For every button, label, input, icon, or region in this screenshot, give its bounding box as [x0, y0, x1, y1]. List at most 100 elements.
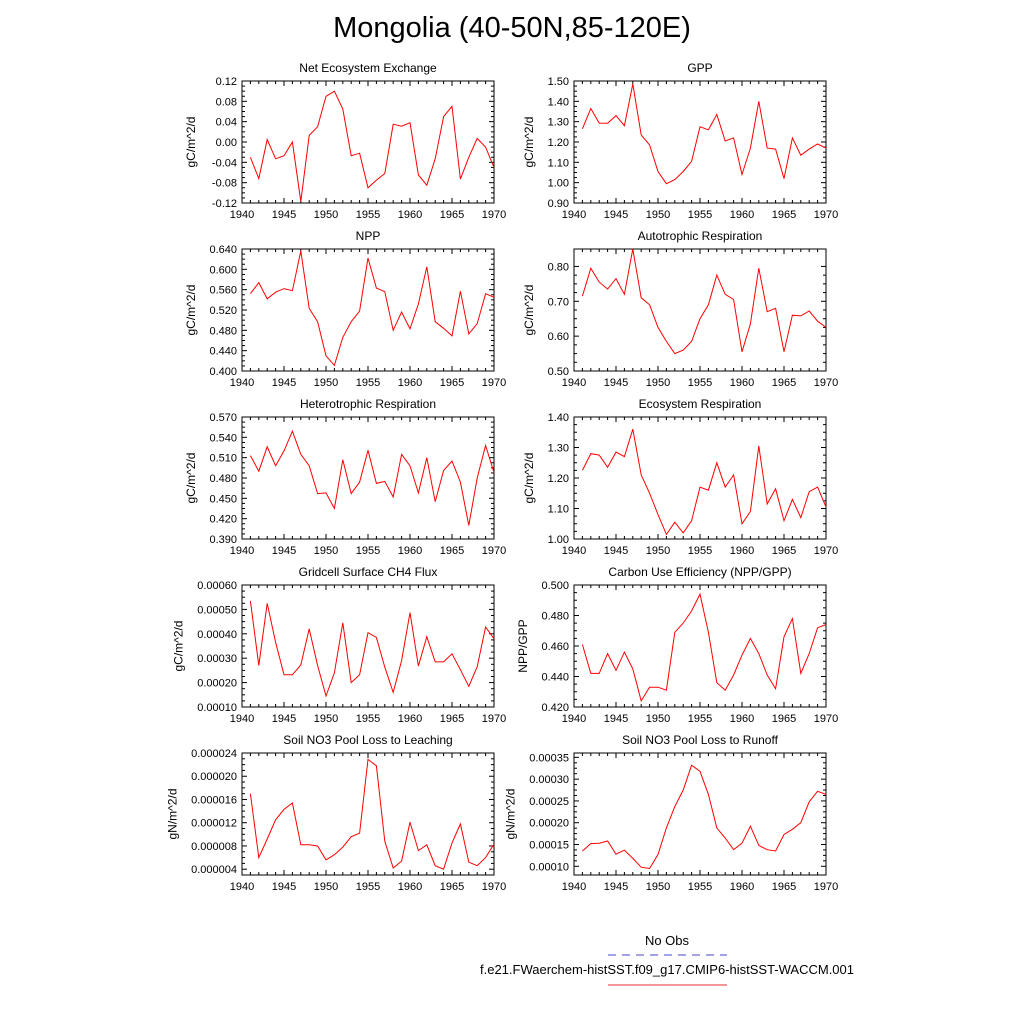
y-tick-label: 0.540	[209, 432, 237, 444]
x-tick-label: 1955	[356, 713, 380, 725]
x-tick-label: 1965	[772, 209, 796, 221]
page-title: Mongolia (40-50N,85-120E)	[333, 12, 691, 44]
series-line	[249, 90, 495, 202]
x-tick-label: 1940	[230, 545, 254, 557]
panel-title: Net Ecosystem Exchange	[299, 61, 437, 75]
series-line	[581, 429, 827, 536]
y-axis-label: gC/m^2/d	[522, 285, 536, 336]
series-line	[249, 758, 495, 870]
y-tick-label: 0.00015	[529, 840, 569, 852]
y-tick-label: 1.30	[548, 117, 569, 129]
y-tick-label: 1.20	[548, 137, 569, 149]
x-tick-label: 1940	[562, 545, 586, 557]
y-tick-label: 0.00050	[197, 604, 237, 616]
x-tick-label: 1960	[730, 545, 754, 557]
y-tick-label: 0.00035	[529, 752, 569, 764]
x-tick-label: 1970	[814, 209, 838, 221]
y-tick-label: 1.20	[548, 473, 569, 485]
x-tick-label: 1950	[646, 545, 670, 557]
panel-1: 1940 1945 1950 1955 1960 1965 1970 -0.12 -0.08 -0…	[184, 61, 506, 221]
y-tick-label: 0.400	[209, 366, 237, 378]
y-tick-label: 0.00040	[197, 629, 237, 641]
plot-frame	[573, 584, 827, 708]
x-tick-label: 1945	[604, 377, 628, 389]
panel-title: Soil NO3 Pool Loss to Leaching	[283, 733, 452, 747]
y-tick-label: 0.04	[216, 117, 237, 129]
x-tick-label: 1945	[604, 881, 628, 893]
x-tick-label: 1960	[398, 713, 422, 725]
x-tick-label: 1940	[562, 209, 586, 221]
panel-title: Gridcell Surface CH4 Flux	[299, 565, 438, 579]
series-line	[581, 248, 827, 355]
x-tick-label: 1965	[440, 209, 464, 221]
panel-2: 1940 1945 1950 1955 1960 1965 1970 0.90 1.00 1.10…	[522, 61, 838, 221]
y-tick-label: 0.450	[209, 493, 237, 505]
panel-title: Soil NO3 Pool Loss to Runoff	[622, 733, 779, 747]
y-tick-label: 0.480	[209, 473, 237, 485]
y-tick-label: 0.570	[209, 412, 237, 424]
y-tick-label: 1.00	[548, 534, 569, 546]
x-tick-label: 1950	[646, 881, 670, 893]
y-tick-label: 0.000012	[191, 818, 237, 830]
plot-frame	[241, 584, 495, 708]
x-tick-label: 1960	[730, 881, 754, 893]
x-tick-label: 1960	[398, 881, 422, 893]
x-tick-label: 1955	[688, 881, 712, 893]
panel-4: 1940 1945 1950 1955 1960 1965 1970 0.50 0.60 0.70…	[522, 229, 838, 389]
x-tick-label: 1970	[814, 545, 838, 557]
x-tick-label: 1950	[314, 713, 338, 725]
x-tick-label: 1955	[356, 545, 380, 557]
y-tick-label: -0.04	[212, 157, 237, 169]
plot-frame	[573, 416, 827, 540]
x-tick-label: 1955	[688, 713, 712, 725]
y-tick-label: 0.520	[209, 305, 237, 317]
plot-frame	[573, 248, 827, 372]
y-tick-label: 0.00020	[529, 818, 569, 830]
y-axis-label: gC/m^2/d	[184, 285, 198, 336]
x-tick-label: 1945	[272, 881, 296, 893]
x-tick-label: 1940	[230, 881, 254, 893]
panel-title: Carbon Use Efficiency (NPP/GPP)	[608, 565, 791, 579]
x-tick-label: 1955	[688, 545, 712, 557]
x-tick-label: 1945	[272, 713, 296, 725]
x-tick-label: 1950	[646, 209, 670, 221]
x-tick-label: 1955	[356, 881, 380, 893]
x-tick-label: 1950	[314, 209, 338, 221]
x-tick-label: 1945	[604, 209, 628, 221]
y-tick-label: 0.500	[541, 580, 569, 592]
y-tick-label: 0.00030	[197, 653, 237, 665]
y-tick-label: 0.480	[209, 325, 237, 337]
x-tick-label: 1965	[772, 713, 796, 725]
y-tick-label: 0.00010	[197, 702, 237, 714]
x-tick-label: 1950	[314, 545, 338, 557]
y-tick-label: 0.000008	[191, 841, 237, 853]
y-axis-label: gC/m^2/d	[184, 453, 198, 504]
panel-3: 1940 1945 1950 1955 1960 1965 1970 0.400 0.440 0.…	[184, 229, 506, 389]
x-tick-label: 1960	[398, 209, 422, 221]
y-tick-label: 0.600	[209, 264, 237, 276]
x-tick-label: 1970	[814, 377, 838, 389]
y-tick-label: 0.640	[209, 244, 237, 256]
x-tick-label: 1945	[272, 377, 296, 389]
y-tick-label: 0.000016	[191, 794, 237, 806]
x-tick-label: 1970	[814, 713, 838, 725]
y-tick-label: 0.50	[548, 366, 569, 378]
y-tick-label: 0.560	[209, 285, 237, 297]
y-tick-label: 0.00060	[197, 580, 237, 592]
x-tick-label: 1965	[440, 881, 464, 893]
y-tick-label: 0.000024	[191, 748, 237, 760]
x-tick-label: 1940	[562, 377, 586, 389]
x-tick-label: 1940	[230, 713, 254, 725]
y-axis-label: NPP/GPP	[516, 619, 530, 672]
y-tick-label: 0.00010	[529, 861, 569, 873]
x-tick-label: 1945	[272, 545, 296, 557]
y-tick-label: 1.10	[548, 157, 569, 169]
series-line	[249, 429, 495, 526]
x-tick-label: 1960	[730, 713, 754, 725]
x-tick-label: 1955	[356, 377, 380, 389]
x-tick-label: 1955	[688, 209, 712, 221]
x-tick-label: 1965	[440, 713, 464, 725]
y-tick-label: -0.08	[212, 178, 237, 190]
panel-title: Heterotrophic Respiration	[300, 397, 436, 411]
